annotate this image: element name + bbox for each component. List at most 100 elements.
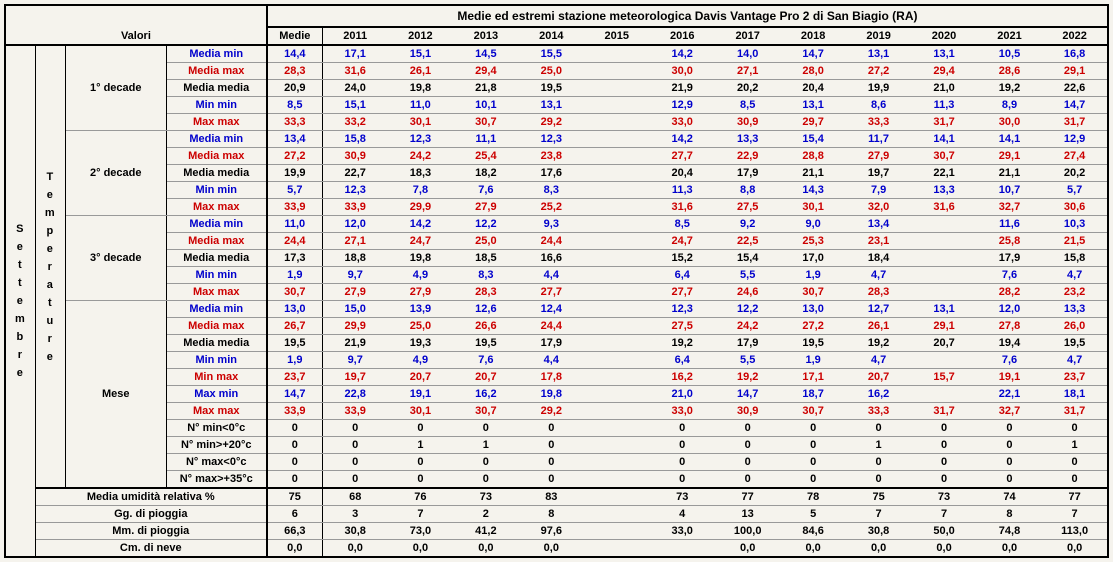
year-value: 0 (977, 471, 1042, 489)
footer-label: Cm. di neve (35, 540, 267, 558)
table-body: SettembreTemperature1° decadeMedia min14… (5, 45, 1108, 557)
year-value: 21,0 (650, 386, 715, 403)
footer-label: Mm. di pioggia (35, 523, 267, 540)
stat-label: Min min (166, 267, 267, 284)
table-row: Media media20,924,019,821,819,521,920,22… (5, 80, 1108, 97)
year-value: 27,9 (846, 148, 911, 165)
footer-value: 97,6 (519, 523, 584, 540)
year-value: 28,3 (453, 284, 518, 301)
year-value: 18,2 (453, 165, 518, 182)
medie-value: 0 (267, 437, 322, 454)
year-value: 9,7 (322, 352, 387, 369)
table-row: 2° decadeMedia min13,415,812,311,112,314… (5, 131, 1108, 148)
footer-value: 0,0 (780, 540, 845, 558)
year-value: 0 (977, 454, 1042, 471)
year-value: 19,2 (846, 335, 911, 352)
stat-label: Media max (166, 318, 267, 335)
year-value: 14,5 (453, 45, 518, 63)
year-value: 23,8 (519, 148, 584, 165)
year-value: 0 (650, 454, 715, 471)
table-row: Max max33,933,929,927,925,231,627,530,13… (5, 199, 1108, 216)
footer-value: 75 (846, 488, 911, 506)
year-value (584, 182, 649, 199)
stat-label: Media min (166, 45, 267, 63)
year-value: 0 (911, 471, 976, 489)
year-value: 33,3 (846, 403, 911, 420)
year-value: 0 (519, 454, 584, 471)
year-value: 17,9 (519, 335, 584, 352)
year-value: 11,7 (846, 131, 911, 148)
month-cell: Settembre (5, 45, 35, 557)
year-value: 4,9 (388, 267, 453, 284)
year-value: 15,1 (322, 97, 387, 114)
table-row: Min min1,99,74,97,64,46,45,51,94,77,64,7 (5, 352, 1108, 369)
year-value: 32,7 (977, 199, 1042, 216)
year-value: 24,2 (715, 318, 780, 335)
year-value: 13,0 (780, 301, 845, 318)
table-row: Media media17,318,819,818,516,615,215,41… (5, 250, 1108, 267)
year-value: 24,4 (519, 318, 584, 335)
year-value: 18,7 (780, 386, 845, 403)
year-value: 19,2 (715, 369, 780, 386)
medie-value: 17,3 (267, 250, 322, 267)
footer-medie: 0,0 (267, 540, 322, 558)
year-value: 0 (780, 471, 845, 489)
year-value: 8,3 (453, 267, 518, 284)
medie-header: Medie (267, 27, 322, 45)
year-header: 2014 (519, 27, 584, 45)
year-value: 0 (911, 454, 976, 471)
footer-value: 0,0 (453, 540, 518, 558)
year-value: 0 (388, 420, 453, 437)
year-value: 25,0 (388, 318, 453, 335)
year-value: 0 (780, 420, 845, 437)
year-value: 19,8 (388, 250, 453, 267)
year-value: 7,9 (846, 182, 911, 199)
year-value: 19,5 (780, 335, 845, 352)
year-value: 0 (780, 454, 845, 471)
stat-label: Min min (166, 182, 267, 199)
year-header: 2013 (453, 27, 518, 45)
year-value: 31,7 (1042, 114, 1108, 131)
year-header: 2015 (584, 27, 649, 45)
year-value: 12,9 (1042, 131, 1108, 148)
year-value: 29,1 (1042, 63, 1108, 80)
year-value: 33,0 (650, 403, 715, 420)
medie-value: 20,9 (267, 80, 322, 97)
year-value: 14,7 (1042, 97, 1108, 114)
footer-value: 73 (650, 488, 715, 506)
year-value: 12,2 (715, 301, 780, 318)
year-value: 10,5 (977, 45, 1042, 63)
stat-label: Media max (166, 63, 267, 80)
year-value: 26,1 (846, 318, 911, 335)
year-header: 2022 (1042, 27, 1108, 45)
footer-label: Media umidità relativa % (35, 488, 267, 506)
stat-label: N° min>+20°c (166, 437, 267, 454)
year-value: 33,0 (650, 114, 715, 131)
year-value: 0 (453, 420, 518, 437)
year-value: 0 (977, 437, 1042, 454)
year-value: 25,3 (780, 233, 845, 250)
year-value: 0 (715, 420, 780, 437)
table-row: Media max24,427,124,725,024,424,722,525,… (5, 233, 1108, 250)
year-value: 21,0 (911, 80, 976, 97)
year-value: 5,5 (715, 267, 780, 284)
year-value (584, 45, 649, 63)
year-value: 25,0 (453, 233, 518, 250)
year-value: 18,4 (846, 250, 911, 267)
year-value (911, 386, 976, 403)
year-value: 0 (911, 420, 976, 437)
year-value: 14,0 (715, 45, 780, 63)
year-value: 10,7 (977, 182, 1042, 199)
table-row: Max max30,727,927,928,327,727,724,630,72… (5, 284, 1108, 301)
year-header: 2017 (715, 27, 780, 45)
year-value: 33,9 (322, 403, 387, 420)
year-value: 20,2 (1042, 165, 1108, 182)
footer-value: 30,8 (322, 523, 387, 540)
year-value: 4,4 (519, 267, 584, 284)
year-value: 31,7 (1042, 403, 1108, 420)
footer-value (584, 506, 649, 523)
table-row: N° max>+35°c000000000000 (5, 471, 1108, 489)
year-value: 29,2 (519, 403, 584, 420)
year-value: 19,5 (519, 80, 584, 97)
year-value: 12,0 (322, 216, 387, 233)
